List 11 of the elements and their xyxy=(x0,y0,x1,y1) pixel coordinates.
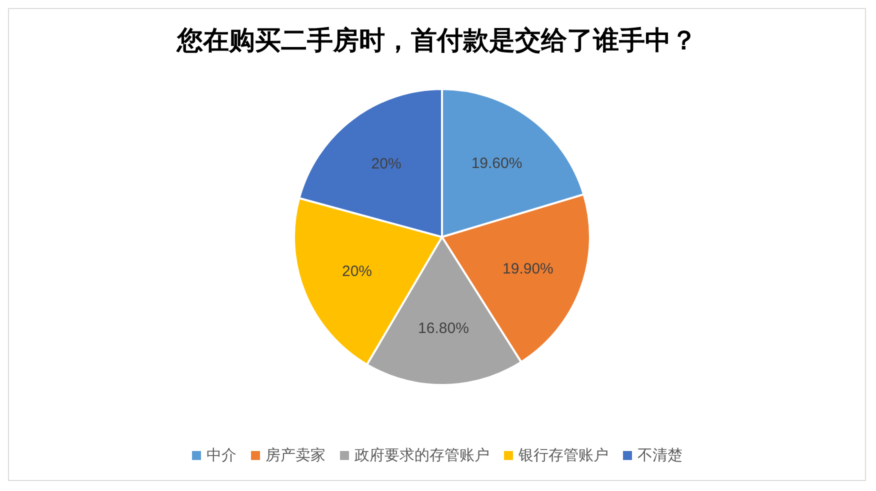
chart-title: 您在购买二手房时，首付款是交给了谁手中？ xyxy=(175,25,698,58)
data-label: 20% xyxy=(342,263,372,280)
legend-label: 房产卖家 xyxy=(264,446,326,465)
legend-label: 不清楚 xyxy=(636,446,682,465)
legend-label: 中介 xyxy=(206,446,236,465)
data-label: 16.80% xyxy=(418,320,469,338)
legend-label: 政府要求的存管账户 xyxy=(354,446,490,465)
data-label: 19.60% xyxy=(471,154,522,172)
legend-label: 银行存管账户 xyxy=(518,446,608,465)
data-label: 20% xyxy=(371,156,402,173)
data-label: 19.90% xyxy=(502,260,554,278)
